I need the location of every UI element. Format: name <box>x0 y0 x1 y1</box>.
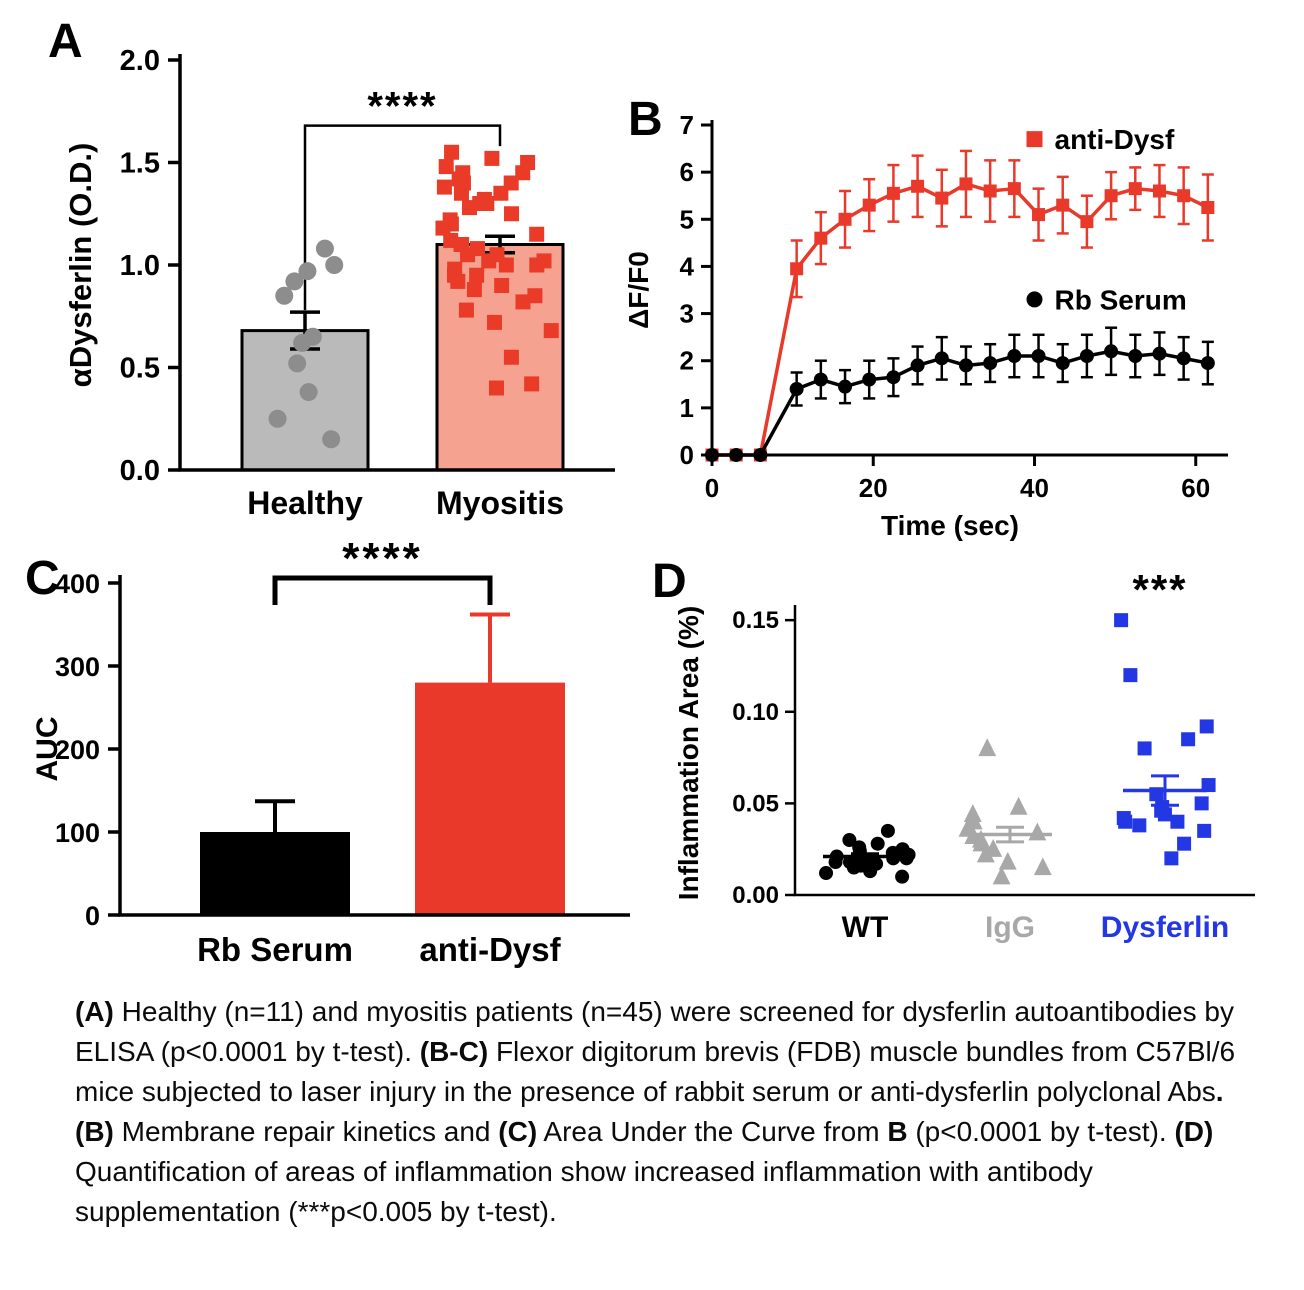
svg-text:Rb Serum: Rb Serum <box>1055 284 1187 315</box>
svg-text:200: 200 <box>55 735 100 765</box>
panel-label-a: A <box>48 15 83 68</box>
svg-text:***: *** <box>1132 566 1187 613</box>
svg-text:WT: WT <box>842 911 889 944</box>
svg-text:0.05: 0.05 <box>732 790 779 817</box>
svg-text:1.0: 1.0 <box>120 250 160 282</box>
svg-text:****: **** <box>367 85 437 129</box>
svg-text:60: 60 <box>1181 473 1210 503</box>
svg-text:2: 2 <box>680 346 694 376</box>
svg-text:40: 40 <box>1020 473 1049 503</box>
panel-d-chart: 0.00 0.05 0.10 0.15 Inflammation Area (%) WT I… <box>673 566 1255 944</box>
panel-label-b: B <box>628 93 663 146</box>
figure-caption: (A) Healthy (n=11) and myositis patients… <box>75 996 1236 1227</box>
svg-text:100: 100 <box>55 818 100 848</box>
svg-text:2.0: 2.0 <box>120 45 160 77</box>
svg-text:0: 0 <box>705 473 719 503</box>
svg-text:ΔF/F0: ΔF/F0 <box>623 251 654 329</box>
svg-text:AUC: AUC <box>31 717 64 782</box>
svg-text:αDysferlin (O.D.): αDysferlin (O.D.) <box>63 143 98 388</box>
svg-text:****: **** <box>342 534 423 583</box>
svg-text:0: 0 <box>85 901 100 931</box>
svg-text:anti-Dysf: anti-Dysf <box>1055 124 1175 155</box>
panel-b-chart: 0 1 2 3 4 5 6 7 0 20 40 60 Time (sec) ΔF/F0 anti-Dysf R… <box>623 110 1228 541</box>
panel-label-d: D <box>652 555 687 608</box>
svg-text:0.15: 0.15 <box>732 607 779 634</box>
svg-text:6: 6 <box>680 157 694 187</box>
panel-a-chart: **** 0.0 0.5 1.0 1.5 2.0 αDysferlin (O.D.) Heal… <box>63 45 615 521</box>
svg-text:Inflammation Area (%): Inflammation Area (%) <box>673 606 704 901</box>
svg-text:400: 400 <box>55 569 100 599</box>
svg-text:5: 5 <box>680 204 694 234</box>
svg-text:7: 7 <box>680 110 694 140</box>
svg-text:300: 300 <box>55 652 100 682</box>
svg-text:4: 4 <box>680 251 695 281</box>
svg-text:Time (sec): Time (sec) <box>881 510 1019 541</box>
svg-text:0.0: 0.0 <box>120 455 160 487</box>
svg-text:1: 1 <box>680 393 694 423</box>
svg-text:Dysferlin: Dysferlin <box>1101 911 1229 944</box>
panel-label-c: C <box>25 552 60 605</box>
svg-text:0: 0 <box>680 440 694 470</box>
svg-text:3: 3 <box>680 299 694 329</box>
svg-text:IgG: IgG <box>985 911 1035 944</box>
panel-c-chart: 0 100 200 300 400 AUC Rb Serum anti-Dysf **** <box>31 534 630 968</box>
svg-text:Myositis: Myositis <box>436 485 564 521</box>
svg-text:Healthy: Healthy <box>247 485 363 521</box>
svg-text:20: 20 <box>859 473 888 503</box>
svg-text:0.5: 0.5 <box>120 353 160 385</box>
svg-text:0.00: 0.00 <box>732 882 779 909</box>
svg-text:anti-Dysf: anti-Dysf <box>419 931 561 968</box>
svg-text:Rb Serum: Rb Serum <box>197 931 353 968</box>
svg-text:1.5: 1.5 <box>120 148 160 180</box>
svg-text:0.10: 0.10 <box>732 699 779 726</box>
